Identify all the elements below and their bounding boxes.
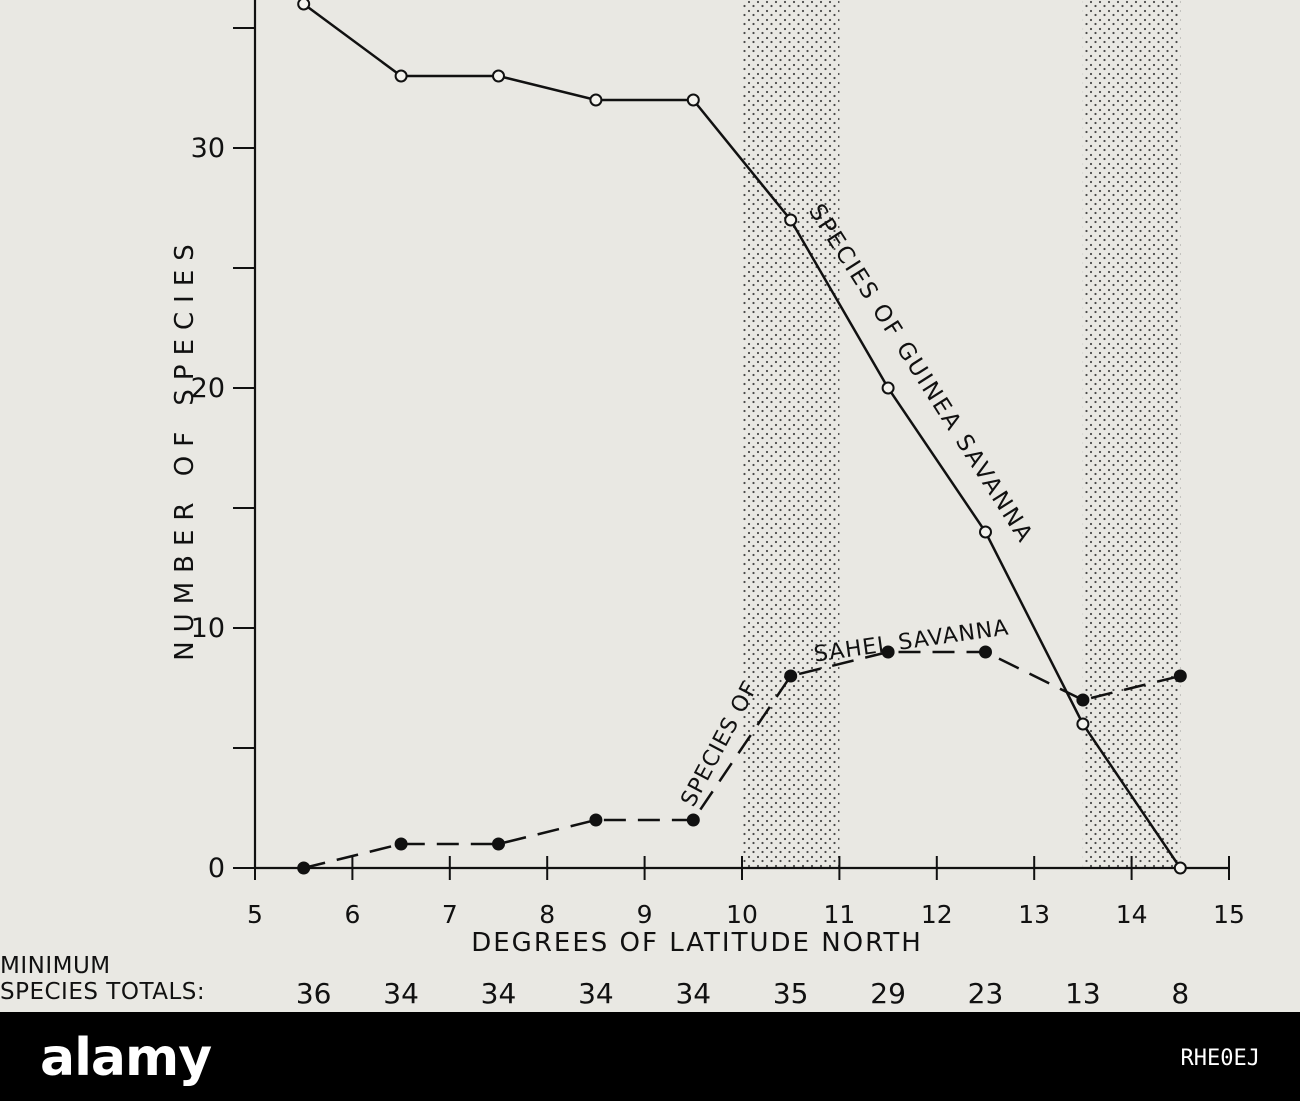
x-tick-label-9: 9: [637, 900, 653, 929]
series-1-point-0: [297, 861, 311, 875]
x-tick-label-6: 6: [344, 900, 360, 929]
x-tick-label-7: 7: [442, 900, 458, 929]
totals-label-line2: SPECIES TOTALS:: [0, 979, 206, 1005]
series-0-point-8: [1076, 717, 1090, 731]
total-value-5: 35: [772, 977, 809, 1010]
series-0-point-2: [492, 69, 505, 83]
x-tick-label-10: 10: [726, 900, 758, 929]
series-0-point-4: [686, 93, 700, 107]
series-1-point-8: [1076, 693, 1090, 707]
series-1-point-7: [979, 645, 992, 659]
y-tick-label-20: 20: [191, 373, 225, 404]
series-0-point-3: [589, 93, 603, 107]
total-value-1: 34: [383, 977, 419, 1010]
shaded-band-0: [742, 0, 840, 868]
x-axis-label: DEGREES OF LATITUDE NORTH: [471, 928, 923, 958]
total-value-2: 34: [480, 977, 517, 1010]
minimum-species-totals-label: MINIMUM SPECIES TOTALS:: [0, 953, 205, 1005]
series-0-point-0: [297, 0, 311, 11]
series-1-point-6: [881, 645, 895, 659]
total-value-0: 36: [295, 977, 332, 1010]
series-0-point-7: [979, 525, 992, 539]
sahel-series-label-sahel-savanna: SAHEL SAVANNA: [812, 615, 1010, 667]
series-1-point-2: [492, 837, 505, 851]
x-tick-label-13: 13: [1018, 900, 1050, 929]
y-axis-label: NUMBER OF SPECIES: [170, 235, 200, 661]
series-1-point-4: [686, 813, 700, 827]
series-0-point-1: [394, 69, 408, 83]
alamy-logo: alamy: [40, 1028, 212, 1088]
x-tick-label-8: 8: [539, 900, 555, 929]
series-1-point-9: [1173, 669, 1187, 683]
total-value-6: 29: [870, 977, 906, 1010]
series-1-point-1: [394, 837, 408, 851]
shaded-band-1: [1082, 0, 1181, 868]
totals-label-line1: MINIMUM: [0, 953, 111, 979]
x-tick-label-11: 11: [823, 900, 855, 929]
y-tick-label-0: 0: [208, 853, 225, 884]
series-line-0: [302, 2, 1182, 869]
x-tick-label-14: 14: [1116, 900, 1148, 929]
y-tick-label-30: 30: [191, 133, 225, 164]
total-value-3: 34: [578, 977, 614, 1010]
image-id: RHE0EJ: [1180, 1046, 1260, 1071]
series-0-point-5: [784, 213, 798, 227]
x-tick-label-5: 5: [247, 900, 263, 929]
total-value-4: 34: [675, 977, 712, 1010]
x-tick-label-15: 15: [1213, 900, 1245, 929]
series-0-point-6: [881, 381, 895, 395]
total-value-7: 23: [967, 977, 1004, 1010]
series-1-point-5: [784, 669, 798, 683]
y-tick-label-10: 10: [191, 613, 225, 644]
x-tick-label-12: 12: [921, 900, 953, 929]
series-0-point-9: [1173, 861, 1187, 875]
series-line-1: [303, 650, 1181, 870]
watermark-bar: [0, 1012, 1300, 1101]
series-1-point-3: [589, 813, 603, 827]
total-value-9: 8: [1171, 977, 1190, 1010]
total-value-8: 13: [1065, 977, 1101, 1010]
